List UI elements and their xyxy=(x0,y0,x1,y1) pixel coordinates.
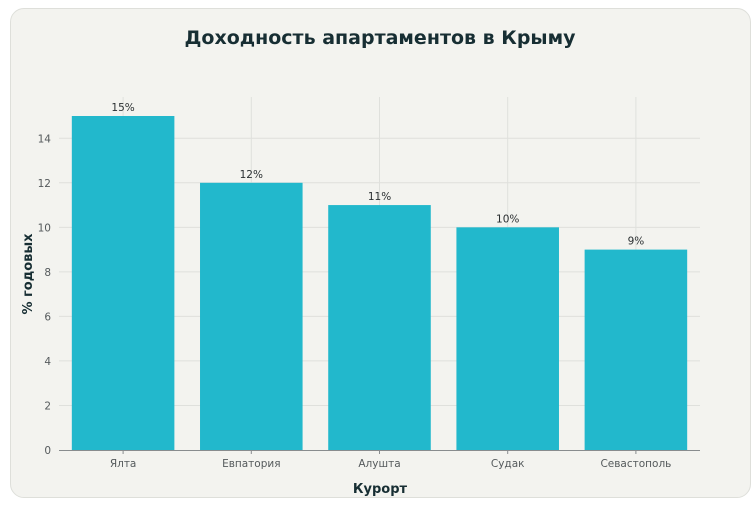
bar xyxy=(584,249,688,450)
bar-data-label: 9% xyxy=(628,236,645,248)
x-axis-ticks: Ялта Евпатория Алушта Судак Севастополь xyxy=(110,450,671,470)
data-labels: 15% 12% 11% 10% 9% xyxy=(111,102,644,248)
y-tick-label: 12 xyxy=(38,178,51,190)
x-tick-label: Ялта xyxy=(110,458,137,470)
y-tick-label: 14 xyxy=(38,133,52,145)
bar-data-label: 10% xyxy=(496,213,519,225)
chart-title: Доходность апартаментов в Крыму xyxy=(184,27,576,49)
bar xyxy=(200,182,303,451)
y-tick-label: 8 xyxy=(44,267,51,279)
y-axis-title: % годовых xyxy=(21,233,36,315)
bar xyxy=(456,227,559,450)
bar xyxy=(71,116,175,450)
bar-data-label: 11% xyxy=(368,191,391,203)
bar-data-label: 15% xyxy=(111,102,134,114)
x-tick-label: Евпатория xyxy=(222,458,280,470)
y-tick-label: 6 xyxy=(44,311,51,323)
x-tick-label: Судак xyxy=(491,458,525,470)
bars xyxy=(71,116,688,451)
y-tick-label: 4 xyxy=(44,356,51,368)
bar xyxy=(328,205,431,450)
y-tick-label: 0 xyxy=(44,445,51,457)
x-tick-label: Алушта xyxy=(358,458,400,470)
y-axis-ticks: 0 2 4 6 8 10 12 14 xyxy=(38,133,52,457)
bar-data-label: 12% xyxy=(240,169,263,181)
x-tick-label: Севастополь xyxy=(600,458,671,470)
y-tick-label: 2 xyxy=(44,400,51,412)
x-axis-title: Курорт xyxy=(353,482,408,497)
y-tick-label: 10 xyxy=(38,222,51,234)
